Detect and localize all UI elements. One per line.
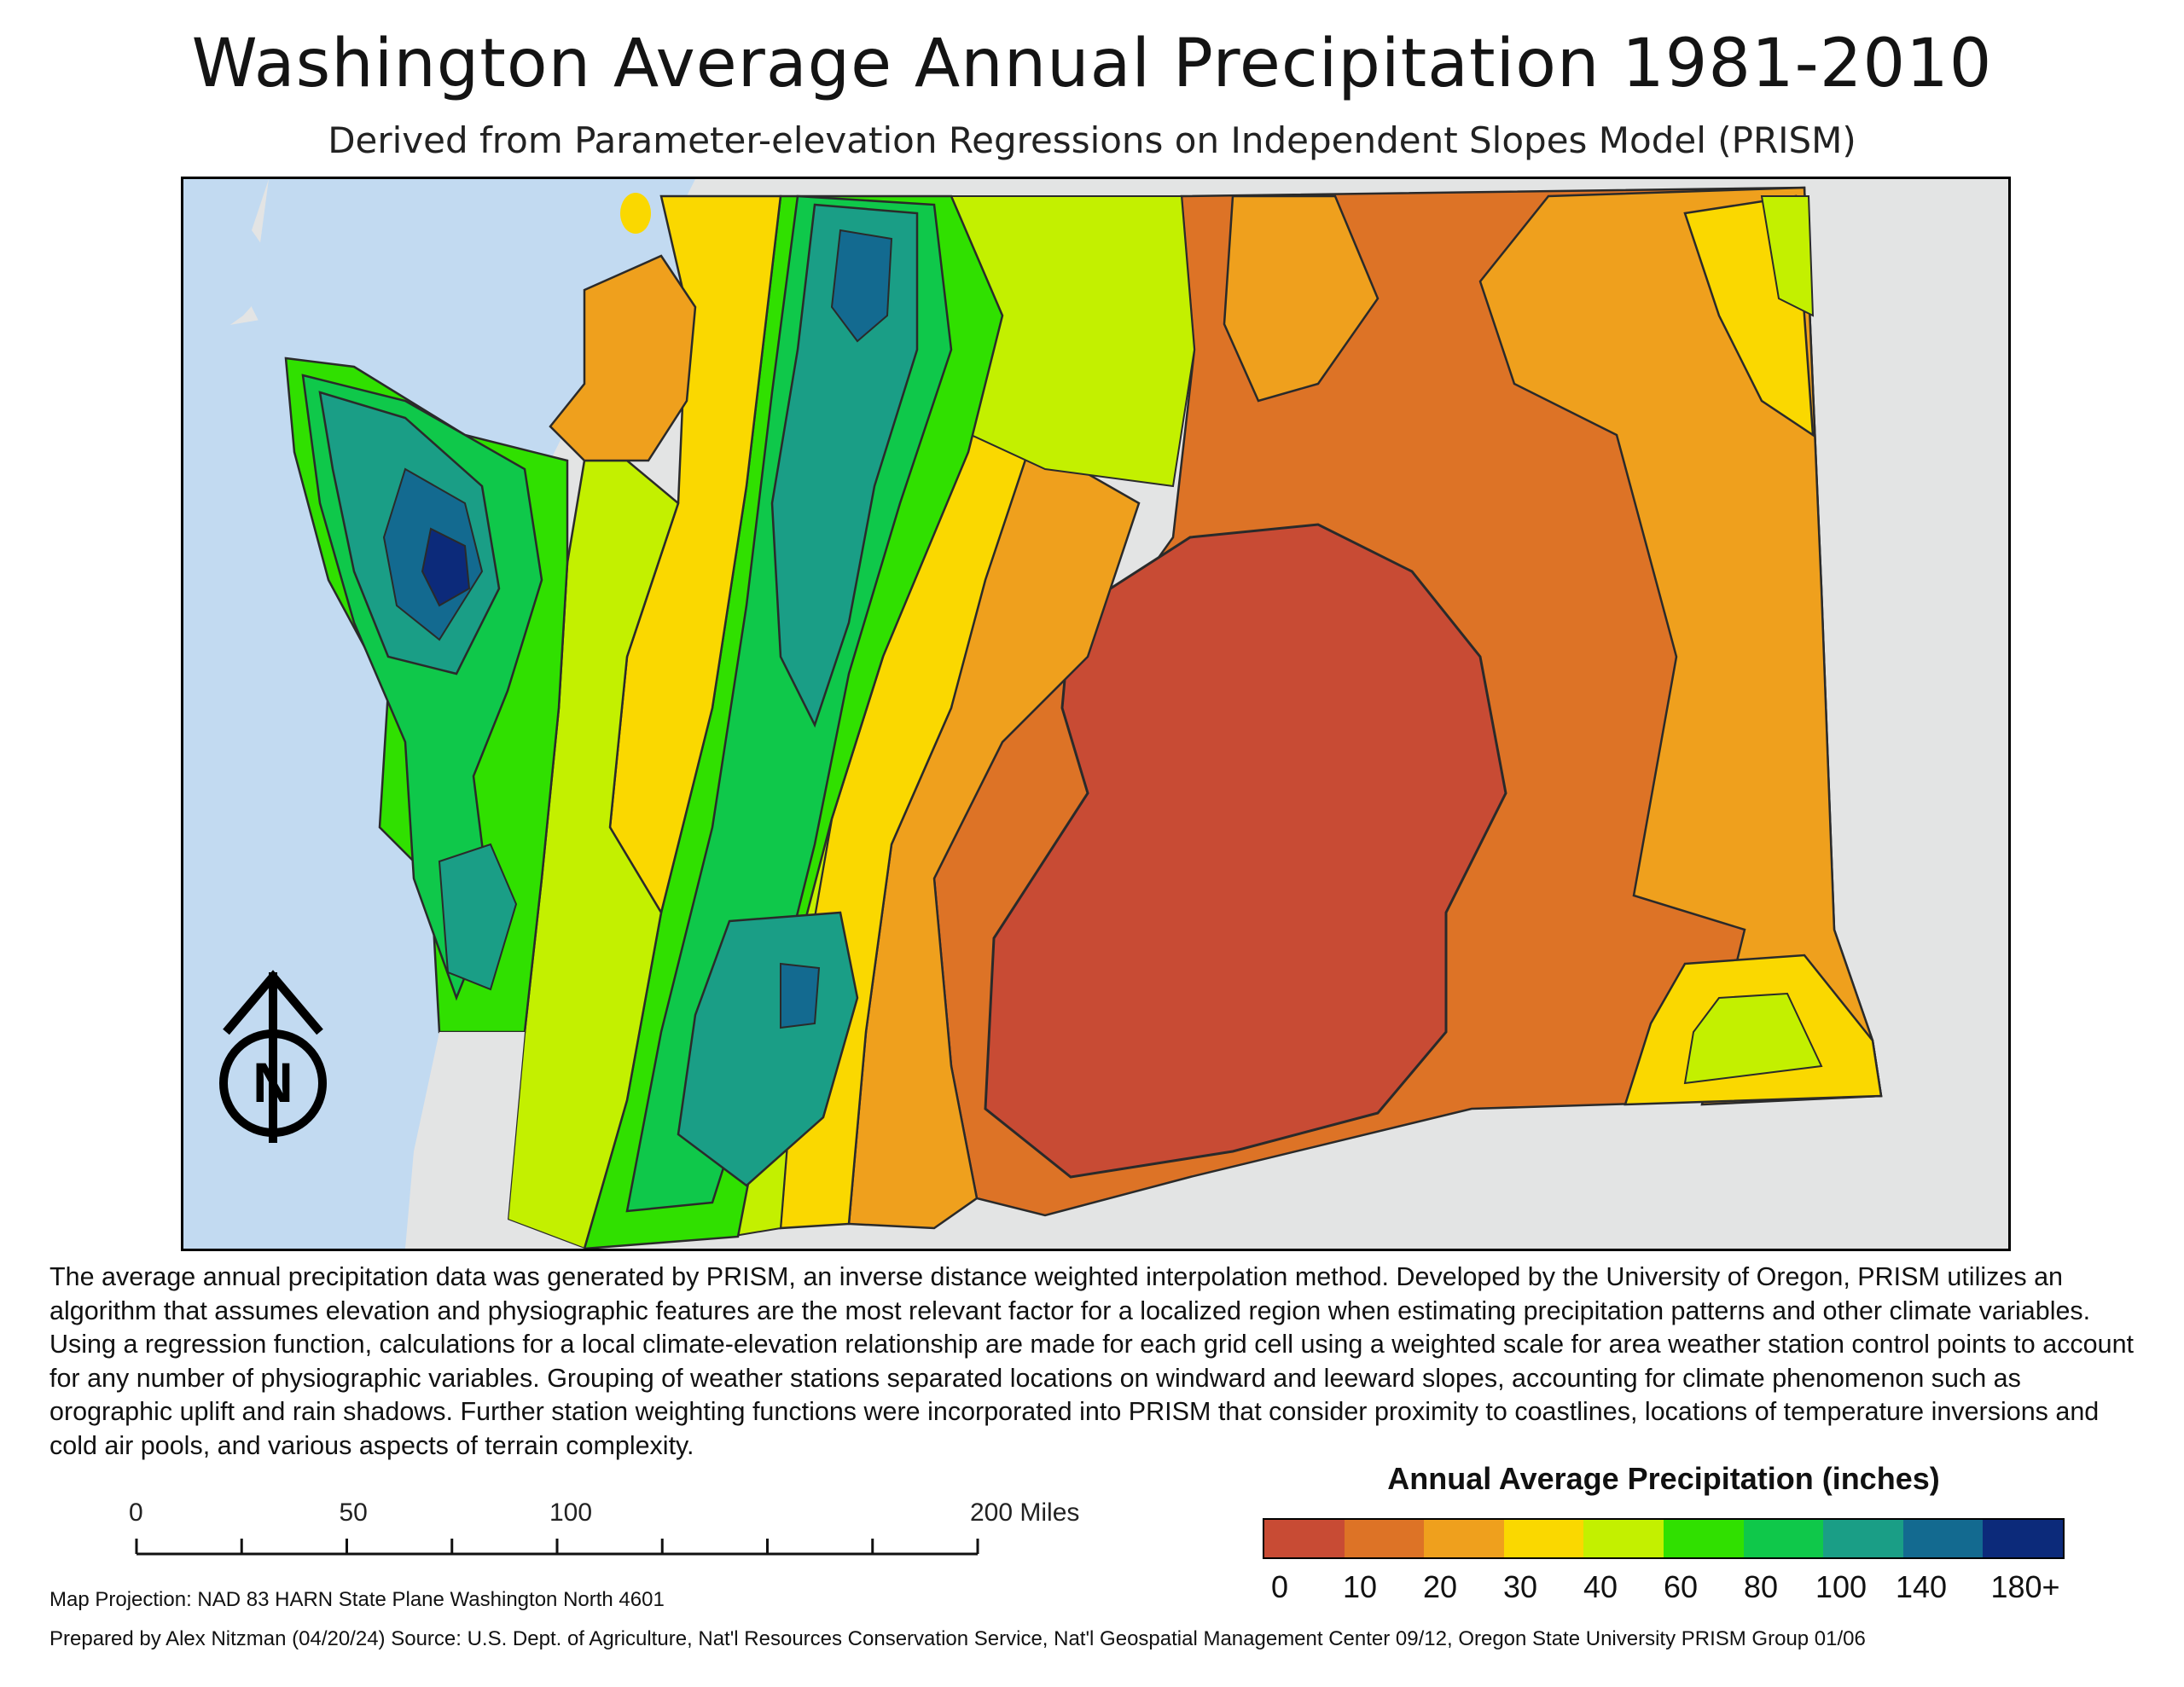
pacific-ocean [183,179,282,358]
map-title: Washington Average Annual Precipitation … [191,26,1993,102]
legend-label-0: 0 [1270,1569,1289,1604]
scale-bar [135,1539,979,1556]
region-blue-mountains-60 [1683,992,1823,1085]
region-northeast-40 [1760,195,1815,317]
map-description: The average annual precipitation data wa… [49,1262,2135,1460]
ocean-west [183,316,439,1249]
scale-label-3: 200 Miles [970,1499,1080,1527]
projection-note: Map Projection: NAD 83 HARN State Plane … [49,1588,665,1611]
legend-label-6: 80 [1743,1569,1779,1604]
north-arrow-letter: N [253,1051,293,1114]
legend-label-4: 40 [1583,1569,1618,1604]
legend-swatch-7 [1823,1520,1903,1557]
legend-swatch-1 [1344,1520,1425,1557]
region-columbia-basin-0-10 [984,523,1507,1179]
region-rainier-140 [780,962,821,1029]
legend-swatch-4 [1583,1520,1664,1557]
legend-label-7: 100 [1815,1569,1867,1604]
legend-label-9: 180+ [1990,1569,2060,1604]
legend-label-8: 140 [1895,1569,1948,1604]
legend-swatch-3 [1503,1520,1584,1557]
region-east-20-30-b [1223,194,1380,403]
precipitation-map: N [183,179,1883,1249]
legend-swatch-8 [1902,1520,1984,1557]
legend-label-2: 20 [1422,1569,1458,1604]
scale-label-2: 100 [549,1499,593,1527]
region-olympic-180 [421,527,471,607]
map-subtitle: Derived from Parameter-elevation Regress… [328,119,1856,161]
legend-swatch-9 [1983,1520,2063,1557]
region-cascades-100-north [770,203,919,728]
region-cascades-140-north [830,229,893,343]
legend-swatch-0 [1264,1520,1345,1557]
san-juan-island [620,193,651,234]
legend-swatch-6 [1743,1520,1824,1557]
legend-label-5: 60 [1663,1569,1699,1604]
region-sequim-20 [549,254,697,462]
legend-label-3: 30 [1502,1569,1538,1604]
scale-label-0: 0 [129,1499,143,1527]
north-arrow: N [219,970,327,1143]
legend-swatch-5 [1663,1520,1744,1557]
oregon-land [405,1032,584,1249]
map-frame: N [181,177,2011,1251]
legend-label-1: 10 [1342,1569,1378,1604]
region-willapa-100 [438,843,518,991]
credits-note: Prepared by Alex Nitzman (04/20/24) Sour… [49,1627,1866,1650]
legend-color-bar [1263,1518,2065,1559]
scale-label-1: 50 [339,1499,368,1527]
legend-title: Annual Average Precipitation (inches) [1387,1461,1940,1496]
legend-swatch-2 [1424,1520,1504,1557]
